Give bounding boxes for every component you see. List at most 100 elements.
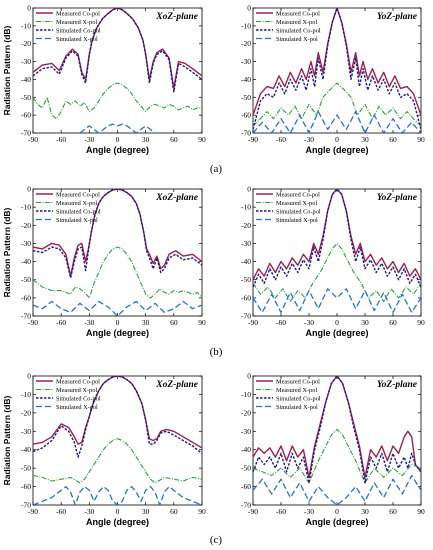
plane-label: YoZ-plane	[377, 380, 418, 390]
x-tick-label: -30	[84, 135, 94, 144]
series-line-simulated-co-pol	[253, 376, 421, 484]
plane-label: XoZ-plane	[155, 380, 198, 390]
series-line-simulated-x-pol	[253, 288, 421, 314]
y-tick-label: -20	[21, 408, 31, 417]
y-tick-label: -60	[21, 111, 31, 120]
x-tick-label: 60	[389, 507, 397, 516]
y-axis-label: Radiation Pattern (dB)	[2, 207, 12, 297]
series-line-measured-co-pol	[253, 376, 421, 479]
legend-label: Simulated Co-pol	[276, 27, 321, 34]
series-line-measured-x-pol	[33, 438, 202, 484]
x-tick-label: -60	[56, 318, 66, 327]
x-tick-label: 0	[116, 318, 120, 327]
legend-label: Measured Co-pol	[276, 378, 320, 385]
y-tick-label: -50	[21, 464, 31, 473]
y-tick-label: -10	[241, 390, 251, 399]
plot-frame	[32, 375, 203, 506]
legend-label: Measured X-pol	[56, 200, 97, 207]
x-tick-label: 90	[417, 507, 425, 516]
legend-label: Measured Co-pol	[56, 10, 100, 17]
x-tick-label: -90	[28, 507, 38, 516]
legend-label: Simulated X-pol	[276, 36, 318, 43]
legend-label: Measured Co-pol	[276, 10, 320, 17]
series-line-measured-co-pol	[253, 189, 421, 281]
chart-panel-b-xoz: -90 -60 -30 0 30 60 90 0 -10 -20 -30 -40 -50 -60 -70 An…	[2, 185, 206, 339]
y-tick-label: 0	[247, 372, 251, 381]
x-axis-label: Angle (degree)	[305, 517, 368, 527]
caption-c: (c)	[209, 534, 223, 546]
y-tick-label: -60	[241, 111, 251, 120]
x-tick-label: 60	[170, 507, 178, 516]
y-tick-label: -60	[241, 293, 251, 302]
y-tick-label: -40	[21, 75, 31, 84]
plane-label: XoZ-plane	[155, 193, 198, 203]
y-axis-label: Radiation Pattern (dB)	[2, 25, 12, 115]
x-tick-label: -30	[84, 318, 94, 327]
y-tick-label: -40	[21, 257, 31, 266]
y-tick-label: -20	[241, 221, 251, 230]
series-line-measured-x-pol	[253, 82, 421, 127]
x-tick-label: 60	[170, 318, 178, 327]
legend-label: Simulated X-pol	[56, 36, 98, 43]
legend-label: Measured X-pol	[276, 19, 317, 26]
legend-label: Simulated X-pol	[276, 217, 318, 224]
y-tick-label: -50	[241, 464, 251, 473]
legend-label: Simulated Co-pol	[56, 208, 101, 215]
y-tick-label: -30	[21, 57, 31, 66]
y-tick-label: -10	[21, 390, 31, 399]
x-tick-label: -60	[276, 507, 286, 516]
legend-label: Measured X-pol	[56, 387, 97, 394]
y-tick-label: -50	[241, 93, 251, 102]
x-tick-label: -60	[56, 135, 66, 144]
x-tick-label: 90	[198, 507, 206, 516]
x-axis-label: Angle (degree)	[86, 517, 149, 527]
x-tick-label: 90	[198, 135, 206, 144]
y-tick-label: -50	[21, 93, 31, 102]
plane-label: YoZ-plane	[377, 12, 418, 22]
x-tick-label: 0	[335, 507, 339, 516]
x-tick-label: 30	[361, 135, 369, 144]
y-tick-label: -70	[21, 129, 31, 138]
series-line-measured-x-pol	[253, 428, 421, 484]
chart-panel-b-yoz: -90 -60 -30 0 30 60 90 0 -10 -20 -30 -40 -50 -60 -70 An…	[241, 185, 425, 339]
legend-label: Simulated Co-pol	[276, 208, 321, 215]
x-tick-label: 60	[389, 318, 397, 327]
x-tick-label: -90	[248, 318, 258, 327]
y-tick-label: -60	[241, 482, 251, 491]
x-tick-label: 60	[389, 135, 397, 144]
x-tick-label: 0	[116, 507, 120, 516]
y-tick-label: -20	[21, 39, 31, 48]
y-tick-label: -10	[21, 203, 31, 212]
y-tick-label: 0	[27, 185, 31, 194]
series-line-simulated-x-pol	[253, 110, 421, 133]
series-line-simulated-x-pol	[253, 474, 421, 505]
y-tick-label: -70	[21, 312, 31, 321]
series-line-simulated-co-pol	[33, 376, 202, 458]
y-tick-label: -50	[241, 275, 251, 284]
legend-label: Measured Co-pol	[56, 191, 100, 198]
series-line-measured-co-pol	[33, 376, 202, 449]
y-tick-label: -50	[21, 275, 31, 284]
y-tick-label: -70	[241, 129, 251, 138]
legend-label: Measured Co-pol	[276, 191, 320, 198]
y-tick-label: -70	[241, 501, 251, 510]
series-line-simulated-co-pol	[253, 189, 421, 288]
x-tick-label: -90	[28, 135, 38, 144]
y-tick-label: -20	[241, 408, 251, 417]
y-tick-label: -30	[241, 57, 251, 66]
legend-label: Measured X-pol	[276, 200, 317, 207]
x-tick-label: -60	[276, 318, 286, 327]
y-tick-label: -70	[21, 501, 31, 510]
x-tick-label: 0	[335, 318, 339, 327]
series-line-simulated-x-pol	[33, 485, 202, 505]
series-line-measured-x-pol	[33, 82, 202, 120]
legend-label: Simulated X-pol	[276, 404, 318, 411]
y-tick-label: -10	[241, 21, 251, 30]
caption-a: (a)	[209, 163, 223, 175]
y-tick-label: -40	[241, 257, 251, 266]
plane-label: XoZ-plane	[155, 12, 198, 22]
